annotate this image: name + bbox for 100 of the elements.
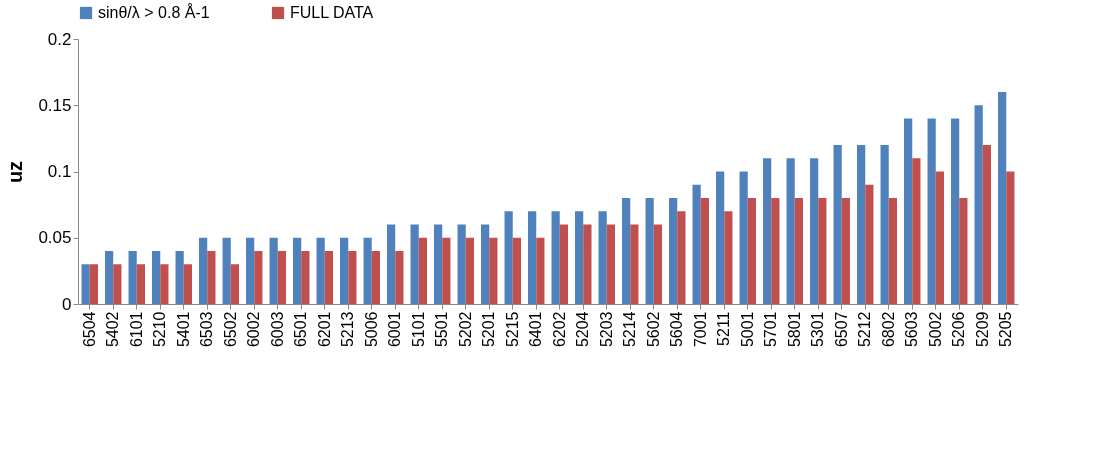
bar (113, 264, 122, 304)
bar (348, 251, 357, 304)
bar (199, 237, 208, 304)
bar (230, 264, 239, 304)
bar (645, 198, 654, 304)
bar (293, 237, 302, 304)
bar (489, 237, 498, 304)
x-tick-label: 5201 (480, 311, 498, 348)
x-tick-label: 6503 (198, 311, 216, 348)
bar (340, 237, 349, 304)
x-tick-label: 6504 (80, 311, 98, 348)
y-tick-label: 0.05 (38, 228, 72, 248)
x-tick-label: 5604 (668, 311, 686, 348)
bar (160, 264, 169, 304)
legend-label: FULL DATA (290, 4, 374, 21)
bar (410, 224, 419, 304)
bar (959, 198, 968, 304)
bar (692, 184, 701, 304)
bar (395, 251, 404, 304)
x-tick-label: 6002 (245, 311, 263, 348)
bar (771, 198, 780, 304)
x-tick-label: 5701 (762, 311, 780, 348)
bar (622, 198, 631, 304)
x-tick-label: 7001 (691, 311, 709, 348)
bar (763, 158, 772, 304)
x-tick-label: 5402 (104, 311, 122, 348)
bar (371, 251, 380, 304)
x-tick-label: 5301 (809, 311, 827, 348)
x-tick-label: 5209 (973, 311, 991, 348)
bar (269, 237, 278, 304)
bar (222, 237, 231, 304)
bar (927, 118, 936, 304)
bar (246, 237, 255, 304)
bar (442, 237, 451, 304)
x-tick-label: 6101 (127, 311, 145, 348)
x-tick-label: 5603 (903, 311, 921, 348)
x-tick-label: 5801 (785, 311, 803, 348)
bar (207, 251, 216, 304)
bar (387, 224, 396, 304)
bar (841, 198, 850, 304)
bar (606, 224, 615, 304)
bar (904, 118, 913, 304)
x-tick-label: 5001 (738, 311, 756, 348)
legend-label: sinθ/λ > 0.8 Å-1 (98, 3, 210, 21)
bar (818, 198, 827, 304)
bar (888, 198, 897, 304)
bar (810, 158, 819, 304)
bar (136, 264, 145, 304)
x-tick-label: 5401 (174, 311, 192, 348)
x-tick-label: 6003 (268, 311, 286, 348)
x-tick-label: 6507 (832, 311, 850, 348)
bar (418, 237, 427, 304)
y-axis-title: uz (4, 160, 27, 184)
bar (575, 211, 584, 304)
bar (152, 251, 161, 304)
bar (481, 224, 490, 304)
bar (786, 158, 795, 304)
x-tick-label: 5002 (926, 311, 944, 348)
bar (865, 184, 874, 304)
x-tick-label: 5501 (433, 311, 451, 348)
x-tick-label: 5213 (339, 311, 357, 348)
bar (598, 211, 607, 304)
bar (880, 145, 889, 304)
bar (512, 237, 521, 304)
x-tick-label: 6401 (527, 311, 545, 348)
x-tick-label: 6502 (221, 311, 239, 348)
bar (465, 237, 474, 304)
bar (935, 171, 944, 304)
bar (89, 264, 98, 304)
x-tick-label: 5210 (151, 311, 169, 348)
x-tick-label: 5205 (997, 311, 1015, 348)
x-tick-label: 5215 (503, 311, 521, 348)
bar (551, 211, 560, 304)
bar (457, 224, 466, 304)
bar (630, 224, 639, 304)
bar (301, 251, 310, 304)
x-tick-label: 5006 (362, 311, 380, 348)
x-tick-label: 6202 (550, 311, 568, 348)
bar (504, 211, 513, 304)
bar (434, 224, 443, 304)
x-tick-label: 5212 (856, 311, 874, 348)
bar (528, 211, 537, 304)
x-tick-label: 5214 (621, 311, 639, 348)
y-tick-label: 0.15 (38, 95, 72, 115)
bar (1006, 171, 1015, 304)
bar (677, 211, 686, 304)
x-tick-label: 5211 (715, 311, 733, 346)
bar (724, 211, 733, 304)
bar (982, 145, 991, 304)
bar (716, 171, 725, 304)
bar (316, 237, 325, 304)
bar (669, 198, 678, 304)
bar (653, 224, 662, 304)
x-tick-label: 6001 (386, 311, 404, 348)
bar (183, 264, 192, 304)
x-tick-label: 5202 (456, 311, 474, 348)
bar (739, 171, 748, 304)
bar (974, 105, 983, 304)
bar (277, 251, 286, 304)
bar (105, 251, 114, 304)
